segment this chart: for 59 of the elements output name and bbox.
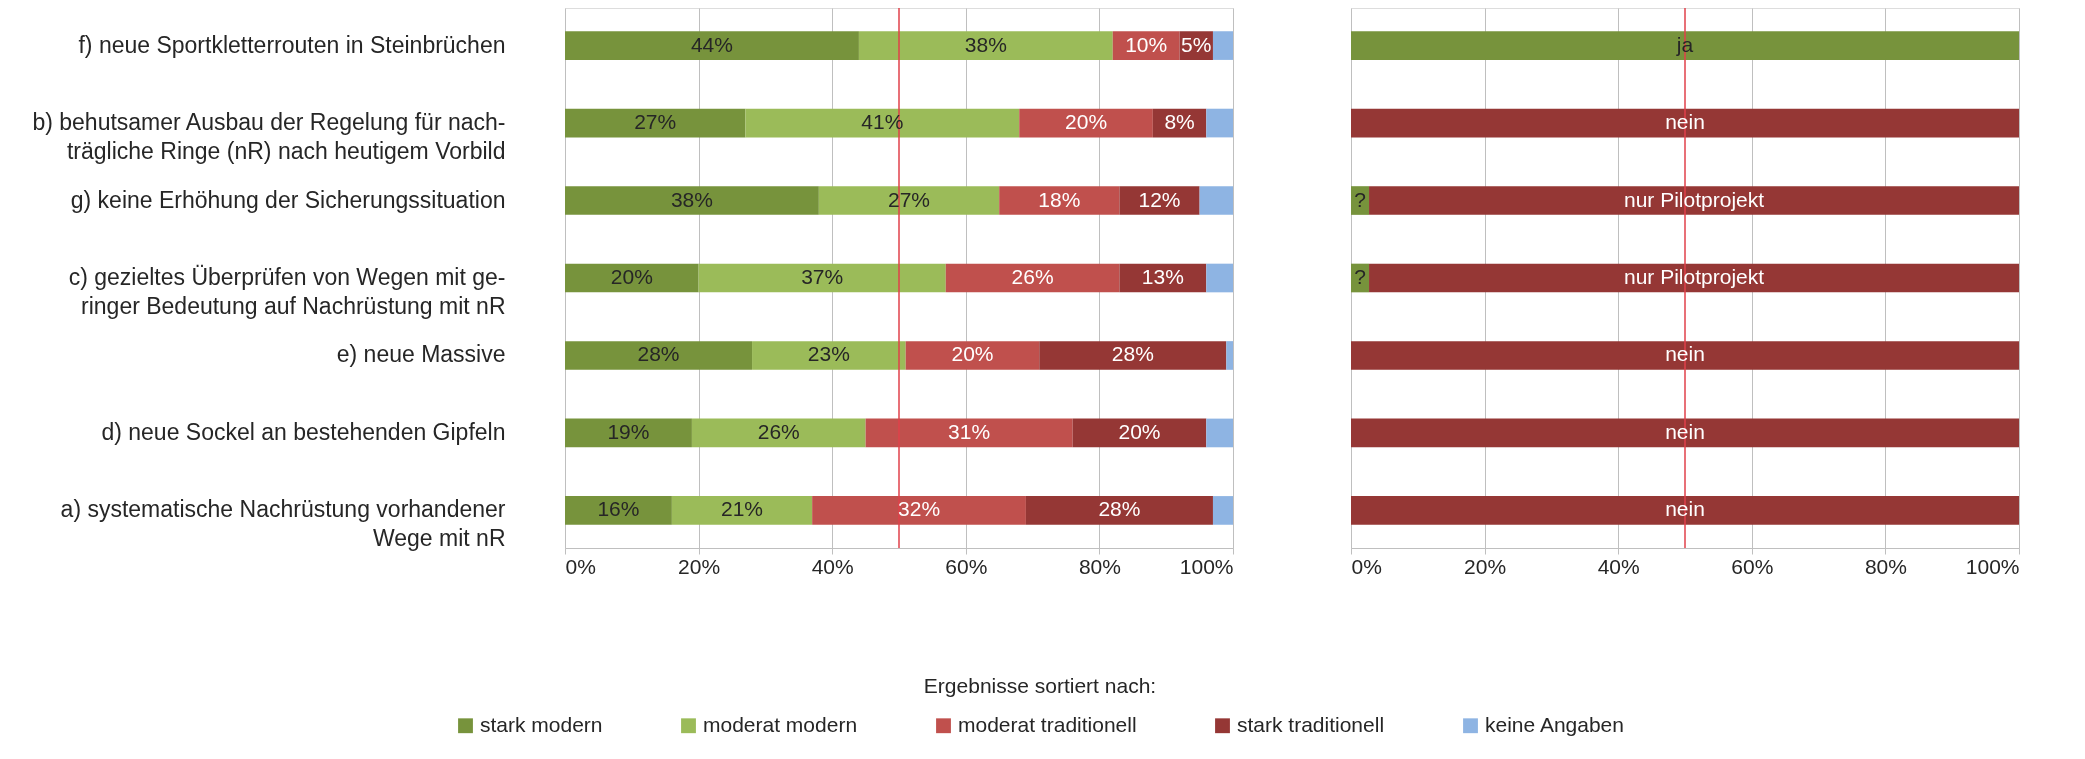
x-tick-label: 0% [1351,554,1382,578]
y-tick-label: d) neue Sockel an bestehenden Gipfeln [101,418,506,445]
data-label: nein [1665,419,1705,443]
legend-label: stark traditionell [1237,712,1385,736]
data-label: 20% [610,265,653,288]
legend-label: keine Angaben [1485,712,1624,736]
x-tick-label: 20% [678,554,721,578]
x-tick-label: 80% [1078,554,1121,578]
data-label: 13% [1141,265,1184,288]
data-label: nur Pilotprojekt [1623,187,1765,211]
x-tick-label: 40% [1597,554,1640,578]
y-tick-label: b) behutsamer Ausbau der Regelung für nach- trägliche Ringe (nR) nach heutigem Vorbild [32,109,506,165]
x-tick-label: 100% [1179,554,1234,578]
legend-label: stark modern [480,712,603,736]
y-tick-label: c) gezieltes Überprüfen von Wegen mit ge- ringer Bedeutung auf Nachrüstung mit nR [68,264,506,319]
data-label: 28% [1111,342,1154,366]
data-label: 38% [964,32,1007,56]
data-label: 26% [757,419,800,443]
data-label: ? [1354,265,1366,288]
x-tick-label: 0% [565,554,596,578]
data-label: 20% [1065,110,1108,134]
x-tick-label: 100% [1965,554,2020,578]
y-tick-label: e) neue Massive [336,341,506,368]
data-label: nein [1665,497,1705,521]
data-label: 28% [637,342,680,366]
data-label: 23% [807,342,850,366]
data-label: 8% [1164,110,1195,134]
y-tick-label: g) keine Erhöhung der Sicherungssituation [70,186,506,213]
x-tick-label: 20% [1464,554,1507,578]
data-label: nur Pilotprojekt [1623,265,1765,288]
x-tick-label: 60% [1731,554,1774,578]
data-label: 18% [1038,187,1081,211]
data-label: 32% [898,497,941,521]
legend-label: moderat traditionell [958,712,1137,736]
data-label: 38% [670,187,713,211]
data-label: ? [1354,187,1366,211]
y-tick-label: a) systematische Nachrüstung vorhandener Wege mit nR [60,496,506,552]
data-label: 44% [690,32,733,56]
data-label: 5% [1181,32,1212,56]
data-label: nein [1665,342,1705,366]
legend-title: Ergebnisse sortiert nach: [923,674,1157,697]
data-label: 27% [634,110,677,134]
x-tick-label: 60% [945,554,988,578]
data-label: 20% [951,342,994,366]
data-label: nein [1665,110,1705,134]
data-label: 19% [607,419,650,443]
data-label: 28% [1098,497,1141,521]
data-label: 20% [1118,419,1161,443]
data-label: 10% [1125,32,1168,56]
data-label: 26% [1011,265,1054,288]
data-label: 21% [721,497,764,521]
data-label: 31% [948,419,991,443]
y-tick-label: f) neue Sportkletterrouten in Steinbrüchen [78,31,506,58]
data-label: 37% [801,265,844,288]
x-tick-label: 80% [1864,554,1907,578]
data-label: 12% [1138,187,1181,211]
data-label: 16% [597,497,640,521]
legend-label: moderat modern [703,712,858,736]
x-tick-label: 40% [811,554,854,578]
